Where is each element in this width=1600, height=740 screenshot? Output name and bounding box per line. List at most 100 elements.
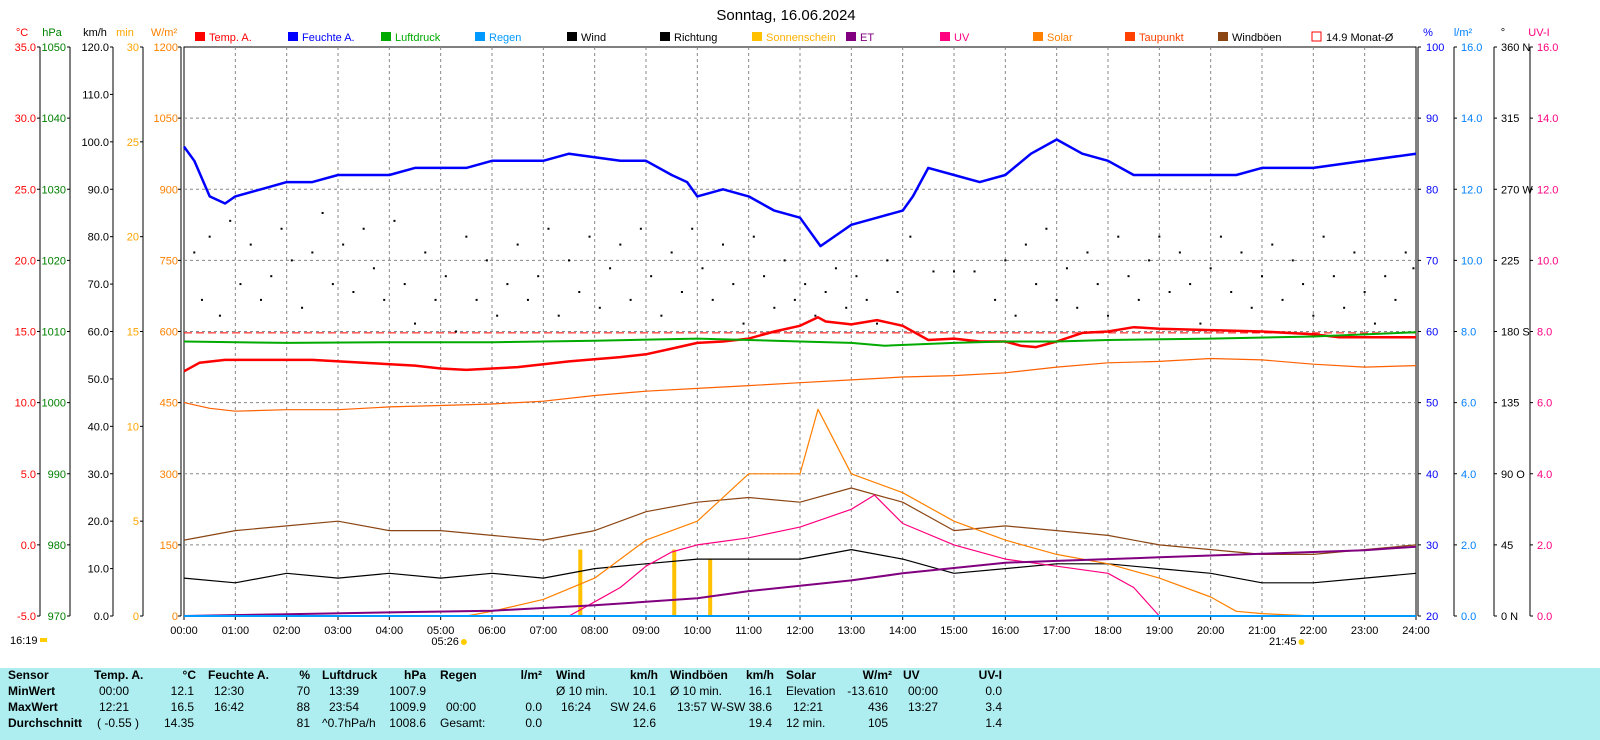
direction-dot xyxy=(1230,290,1233,293)
axis-tick-label: 315 xyxy=(1501,113,1519,125)
legend-label: 14.9 Monat-Ø xyxy=(1326,32,1394,44)
axis-tick-label: 16.0 xyxy=(1537,42,1558,54)
direction-dot xyxy=(229,219,232,222)
stats-cell: 16:42 xyxy=(214,700,245,714)
direction-dot xyxy=(424,251,427,254)
axis-unit-label: ° xyxy=(1501,27,1505,39)
stats-cell: 00:00 xyxy=(99,684,130,698)
stats-header: Luftdruck xyxy=(322,668,378,682)
stats-unit: W/m² xyxy=(862,668,892,682)
axis-tick-label: 0 xyxy=(172,611,178,623)
axis-tick-label: 0.0 xyxy=(1537,611,1552,623)
direction-dot xyxy=(352,290,355,293)
stats-cell: W-SW 38.6 xyxy=(710,700,772,714)
x-tick-label: 20:00 xyxy=(1197,625,1225,637)
direction-dot xyxy=(1065,267,1068,270)
stats-cell: 3.4 xyxy=(985,700,1002,714)
axis-unit-label: % xyxy=(1423,27,1433,39)
stats-cell: -13.610 xyxy=(847,684,888,698)
axis-tick-label: 0.0 xyxy=(1461,611,1476,623)
stats-cell: 19.4 xyxy=(748,716,772,730)
x-tick-label: 22:00 xyxy=(1300,625,1328,637)
stats-header: UV xyxy=(903,668,920,682)
axis-tick-label: 60.0 xyxy=(88,327,109,339)
x-tick-label: 11:00 xyxy=(735,625,762,637)
x-tick-label: 18:00 xyxy=(1094,625,1122,637)
axis-unit-label: W/m² xyxy=(151,27,178,39)
direction-dot xyxy=(414,322,416,325)
legend-swatch xyxy=(1218,32,1228,41)
direction-dot xyxy=(1148,259,1151,262)
stats-cell: 1.4 xyxy=(985,716,1002,730)
axis-tick-label: 1000 xyxy=(42,398,66,410)
stats-cell: 70 xyxy=(296,684,310,698)
x-tick-label: 02:00 xyxy=(273,625,301,637)
axis-tick-label: 10.0 xyxy=(1537,255,1558,267)
stats-unit: l/m² xyxy=(520,668,542,682)
axis-tick-label: 30.0 xyxy=(15,113,36,125)
axis-tick-label: 45 xyxy=(1501,540,1513,552)
stats-cell: 16:24 xyxy=(561,700,592,714)
sunshine-bar xyxy=(578,549,583,616)
axis-tick-label: 25.0 xyxy=(15,184,36,196)
direction-dot xyxy=(342,243,345,246)
direction-dot xyxy=(1363,290,1366,293)
axis-unit-label: l/m² xyxy=(1454,27,1473,39)
stats-cell: 23:54 xyxy=(329,700,360,714)
axis-tick-label: 5 xyxy=(133,516,139,528)
axis-tick-label: 1050 xyxy=(154,113,178,125)
axis-tick-label: 50.0 xyxy=(88,374,109,386)
stats-cell: ( -0.55 ) xyxy=(97,716,140,730)
direction-dot xyxy=(855,275,858,278)
axis-tick-label: 8.0 xyxy=(1461,327,1476,339)
sunshine-bar xyxy=(708,559,713,616)
direction-dot xyxy=(1312,314,1315,317)
stats-unit: km/h xyxy=(745,668,774,682)
stats-header: Regen xyxy=(440,668,477,682)
direction-dot xyxy=(537,275,540,278)
direction-dot xyxy=(701,267,704,270)
axis-tick-label: 1050 xyxy=(42,42,66,54)
direction-dot xyxy=(711,298,714,301)
x-tick-label: 07:00 xyxy=(530,625,558,637)
direction-dot xyxy=(932,270,935,273)
axis-tick-label: 20 xyxy=(127,232,139,244)
axis-tick-label: 0.0 xyxy=(21,540,36,552)
axis-tick-label: 2.0 xyxy=(1537,540,1552,552)
axis-tick-label: 10.0 xyxy=(88,564,109,576)
series-line-et xyxy=(183,545,1417,617)
legend-swatch xyxy=(940,32,950,41)
direction-dot xyxy=(1412,267,1415,270)
axis-tick-label: 450 xyxy=(160,398,178,410)
axis-tick-label: 135 xyxy=(1501,398,1519,410)
direction-dot xyxy=(1127,275,1130,278)
axis-tick-label: 14.0 xyxy=(1461,113,1482,125)
direction-dot xyxy=(372,267,375,270)
stats-cell: Ø 10 min. xyxy=(670,684,723,698)
direction-dot xyxy=(516,243,519,246)
axis-tick-label: 20.0 xyxy=(88,516,109,528)
axis-tick-label: 80 xyxy=(1426,184,1438,196)
axis-tick-label: 15 xyxy=(127,327,139,339)
direction-dot xyxy=(1281,298,1284,301)
axis-tick-label: 70.0 xyxy=(88,279,109,291)
legend-swatch xyxy=(1125,32,1135,41)
direction-dot xyxy=(444,275,447,278)
direction-dot xyxy=(793,298,796,301)
series-line-feuchte-a- xyxy=(182,138,1417,248)
stats-cell: 12.1 xyxy=(170,684,194,698)
stats-cell: 0.0 xyxy=(525,716,542,730)
direction-dot xyxy=(598,306,601,309)
axis-tick-label: 5.0 xyxy=(21,469,36,481)
direction-dot xyxy=(650,275,653,278)
direction-dot xyxy=(1250,306,1253,309)
axis-tick-label: 900 xyxy=(160,184,178,196)
stats-cell: 1009.9 xyxy=(389,700,426,714)
sunshine-total-label: 16:19 xyxy=(10,635,38,647)
direction-dot xyxy=(1189,283,1192,286)
x-tick-label: 17:00 xyxy=(1043,625,1071,637)
direction-dot xyxy=(1045,227,1048,230)
stats-cell: 0.0 xyxy=(525,700,542,714)
direction-dot xyxy=(953,270,955,273)
direction-dot xyxy=(1261,275,1263,278)
